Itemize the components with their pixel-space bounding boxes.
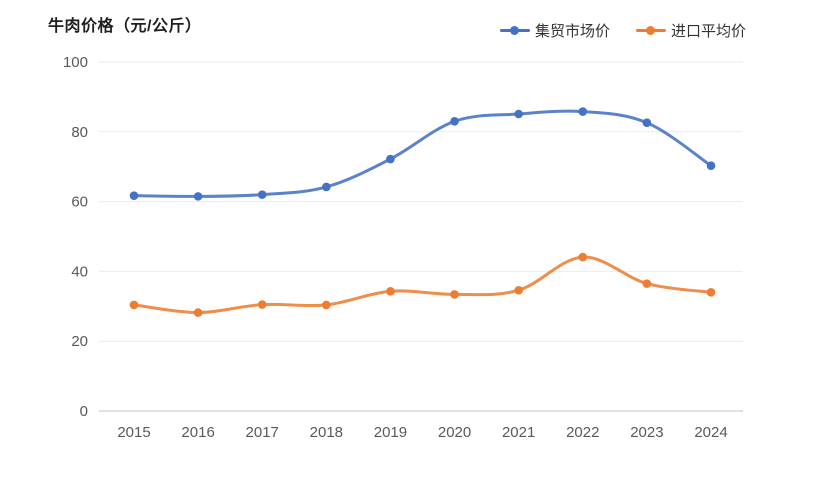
data-point-1-2022	[578, 252, 588, 262]
data-point-0-2023	[642, 118, 652, 128]
y-tick-label-0: 0	[80, 403, 88, 420]
x-tick-label-2015: 2015	[117, 424, 150, 441]
data-point-0-2017	[257, 190, 267, 199]
market-price-series-icon	[499, 26, 530, 35]
y-tick-label-40: 40	[71, 263, 88, 280]
data-point-0-2024	[706, 161, 716, 170]
chart-title: 牛肉价格（元/公斤）	[48, 18, 202, 35]
x-tick-label-2023: 2023	[630, 424, 663, 441]
data-point-0-2016	[193, 192, 203, 201]
legend-item-import-price[interactable]: 进口平均价	[635, 20, 746, 41]
data-point-0-2015	[129, 191, 139, 200]
data-point-0-2022	[578, 107, 588, 116]
x-tick-label-2018: 2018	[310, 424, 343, 441]
data-point-1-2017	[257, 300, 267, 309]
x-tick-label-2017: 2017	[246, 424, 279, 441]
data-point-1-2021	[514, 285, 523, 295]
y-tick-label-100: 100	[63, 54, 88, 71]
legend-label-import-price: 进口平均价	[670, 23, 746, 40]
x-tick-label-2024: 2024	[694, 424, 727, 441]
series-line-1	[132, 255, 713, 315]
x-tick-label-2016: 2016	[181, 424, 214, 441]
x-tick-label-2021: 2021	[502, 424, 535, 441]
data-point-0-2019	[386, 154, 395, 164]
data-point-1-2020	[450, 290, 459, 299]
import-price-series-icon	[635, 26, 666, 35]
data-point-1-2015	[129, 300, 139, 310]
legend-item-market-price[interactable]: 集贸市场价	[499, 20, 610, 41]
data-point-1-2024	[706, 288, 716, 297]
data-point-0-2020	[450, 117, 459, 126]
y-tick-label-60: 60	[71, 194, 88, 211]
data-point-0-2018	[322, 182, 331, 192]
y-tick-label-80: 80	[71, 124, 88, 141]
x-tick-label-2022: 2022	[566, 424, 599, 441]
x-tick-label-2020: 2020	[438, 424, 471, 441]
chart-legend: 集贸市场价 进口平均价	[499, 20, 746, 41]
data-point-1-2018	[322, 300, 331, 310]
data-point-1-2016	[193, 308, 203, 317]
x-tick-label-2019: 2019	[374, 424, 407, 441]
data-point-1-2019	[386, 286, 395, 296]
series-line-0	[132, 109, 713, 198]
y-tick-label-20: 20	[71, 333, 88, 350]
data-point-0-2021	[514, 109, 523, 119]
data-point-1-2023	[642, 279, 652, 288]
legend-label-market-price: 集贸市场价	[534, 23, 610, 40]
